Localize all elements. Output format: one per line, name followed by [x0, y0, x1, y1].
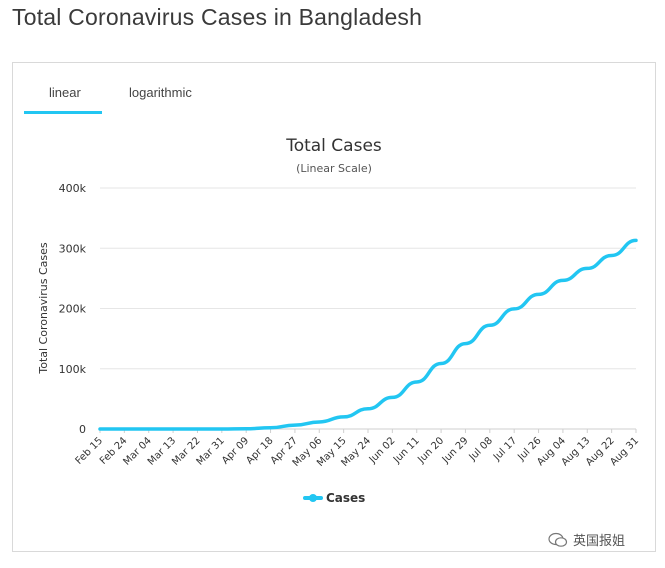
x-tick-label: Jun 20 — [415, 435, 446, 466]
x-tick-label: Jun 11 — [391, 435, 422, 466]
data-point[interactable] — [220, 427, 224, 431]
watermark-text: 英国报姐 — [573, 534, 626, 549]
grid-lines — [99, 187, 637, 433]
active-tab-indicator — [24, 111, 102, 114]
data-point[interactable] — [196, 427, 199, 431]
data-point[interactable] — [147, 427, 151, 431]
data-point[interactable] — [488, 323, 492, 327]
chart-title: Total Cases — [285, 136, 382, 156]
data-point[interactable] — [464, 342, 467, 345]
legend-label: Cases — [326, 491, 365, 505]
data-point[interactable] — [512, 307, 516, 311]
data-point[interactable] — [561, 278, 565, 282]
series-group — [98, 238, 638, 431]
data-point[interactable] — [122, 427, 126, 431]
data-point[interactable] — [610, 254, 614, 257]
x-tick-label: Jun 02 — [367, 435, 398, 466]
data-point[interactable] — [415, 380, 419, 384]
y-tick-label: 100k — [59, 363, 87, 376]
watermark: 英国报姐 — [548, 530, 625, 549]
tab-linear[interactable]: linear — [49, 85, 81, 100]
series-line-cases — [98, 238, 638, 431]
data-point[interactable] — [585, 267, 589, 270]
page-title: Total Coronavirus Cases in Bangladesh — [12, 4, 423, 30]
y-tick-label: 200k — [59, 303, 87, 316]
chart-panel: linear logarithmic Total Cases (Linear S… — [12, 62, 656, 552]
legend[interactable]: Cases — [303, 491, 365, 505]
y-tick-label: 400k — [59, 182, 87, 195]
y-axis-label: Total Coronavirus Cases — [37, 242, 50, 375]
data-point[interactable] — [634, 239, 638, 242]
data-point[interactable] — [171, 427, 175, 431]
x-tick-label: Jul 17 — [491, 435, 519, 463]
x-tick-label: Jul 08 — [467, 435, 495, 463]
data-point[interactable] — [537, 292, 540, 296]
chat-bubble-icon — [548, 532, 568, 547]
data-point[interactable] — [269, 426, 272, 430]
data-point[interactable] — [98, 427, 102, 431]
data-point[interactable] — [390, 396, 394, 399]
data-point[interactable] — [293, 423, 297, 427]
legend-swatch-marker — [309, 494, 317, 502]
data-point[interactable] — [342, 415, 346, 419]
y-tick-label: 0 — [79, 423, 86, 436]
chart-subtitle: (Linear Scale) — [296, 162, 372, 175]
data-point[interactable] — [366, 407, 370, 411]
y-tick-label: 300k — [59, 242, 87, 255]
tab-logarithmic[interactable]: logarithmic — [129, 85, 192, 100]
chart: Total Cases (Linear Scale) Total Coronav… — [37, 136, 642, 505]
y-tick-labels: 0 100k 200k 300k 400k — [59, 182, 87, 436]
data-point[interactable] — [317, 420, 321, 424]
x-tick-label: Jun 29 — [440, 435, 471, 466]
data-point[interactable] — [244, 427, 248, 431]
data-point[interactable] — [439, 362, 443, 365]
